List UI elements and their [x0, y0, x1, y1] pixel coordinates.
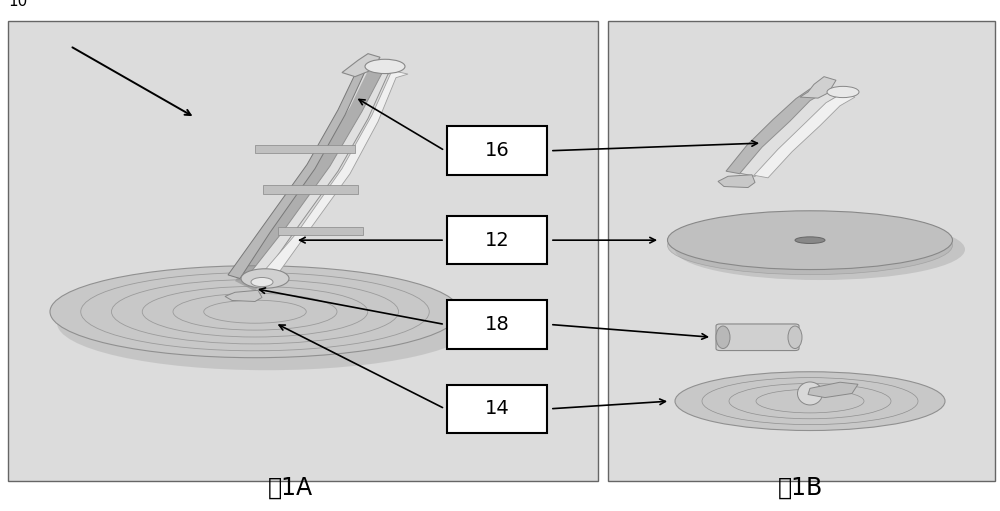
Ellipse shape [716, 326, 730, 349]
Polygon shape [718, 175, 755, 188]
Text: 图1B: 图1B [777, 476, 823, 500]
FancyBboxPatch shape [278, 227, 363, 235]
Ellipse shape [251, 277, 273, 287]
Ellipse shape [798, 382, 822, 405]
Polygon shape [247, 67, 400, 281]
Polygon shape [225, 290, 262, 301]
Ellipse shape [788, 326, 802, 349]
FancyBboxPatch shape [8, 21, 598, 481]
FancyBboxPatch shape [608, 21, 995, 481]
FancyBboxPatch shape [263, 185, 358, 194]
FancyBboxPatch shape [447, 216, 547, 264]
Polygon shape [726, 89, 822, 174]
FancyBboxPatch shape [447, 384, 547, 433]
FancyBboxPatch shape [255, 145, 355, 153]
Polygon shape [342, 54, 380, 77]
Ellipse shape [675, 372, 945, 430]
Polygon shape [740, 91, 840, 176]
Text: 18: 18 [485, 315, 509, 334]
Ellipse shape [668, 211, 952, 270]
Text: 10: 10 [8, 0, 27, 9]
FancyBboxPatch shape [716, 324, 799, 351]
Text: 12: 12 [485, 230, 509, 250]
Ellipse shape [241, 269, 289, 288]
Polygon shape [235, 66, 385, 291]
Ellipse shape [827, 86, 859, 98]
FancyBboxPatch shape [447, 126, 547, 175]
Polygon shape [228, 64, 375, 278]
Ellipse shape [365, 59, 405, 74]
Polygon shape [258, 71, 408, 282]
Text: 14: 14 [485, 399, 509, 419]
Ellipse shape [50, 266, 460, 358]
Polygon shape [754, 94, 855, 178]
Ellipse shape [675, 219, 965, 280]
Text: 16: 16 [485, 141, 509, 160]
Ellipse shape [57, 275, 477, 370]
Text: 图1A: 图1A [267, 476, 313, 500]
FancyBboxPatch shape [447, 300, 547, 349]
Ellipse shape [668, 216, 952, 275]
Polygon shape [800, 77, 836, 98]
Polygon shape [808, 382, 858, 398]
Ellipse shape [795, 237, 825, 243]
